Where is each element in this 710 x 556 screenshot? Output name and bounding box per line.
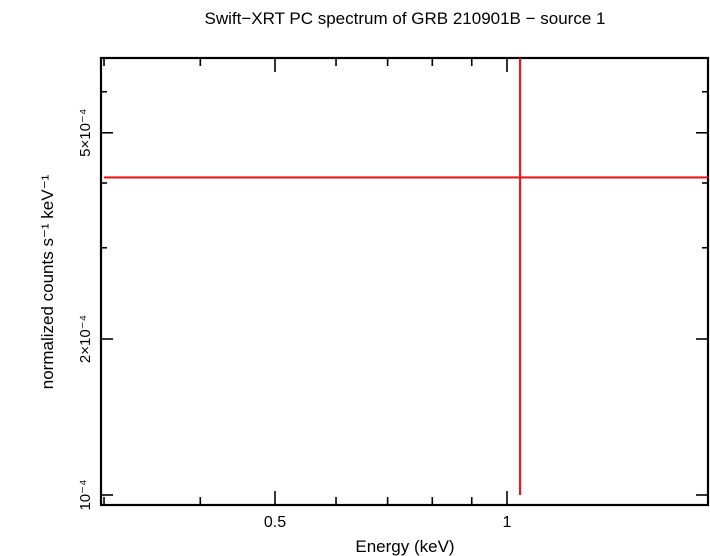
y-axis-label: normalized counts s⁻¹ keV⁻¹ — [38, 174, 57, 389]
y-tick-label: 10⁻⁴ — [77, 479, 94, 510]
x-tick-label: 1 — [503, 514, 512, 531]
x-tick-label: 0.5 — [264, 514, 286, 531]
plot-frame — [99, 56, 710, 507]
y-tick-label: 2×10⁻⁴ — [77, 315, 94, 363]
axis-ticks — [101, 58, 708, 505]
y-tick-labels: 10⁻⁴ 2×10⁻⁴ 5×10⁻⁴ — [77, 109, 94, 511]
x-axis-label: Energy (keV) — [355, 537, 454, 556]
x-tick-labels: 0.5 1 — [264, 514, 512, 531]
chart-title: Swift−XRT PC spectrum of GRB 210901B − s… — [205, 9, 606, 28]
data-marks — [104, 58, 708, 495]
y-tick-label: 5×10⁻⁴ — [77, 109, 94, 157]
